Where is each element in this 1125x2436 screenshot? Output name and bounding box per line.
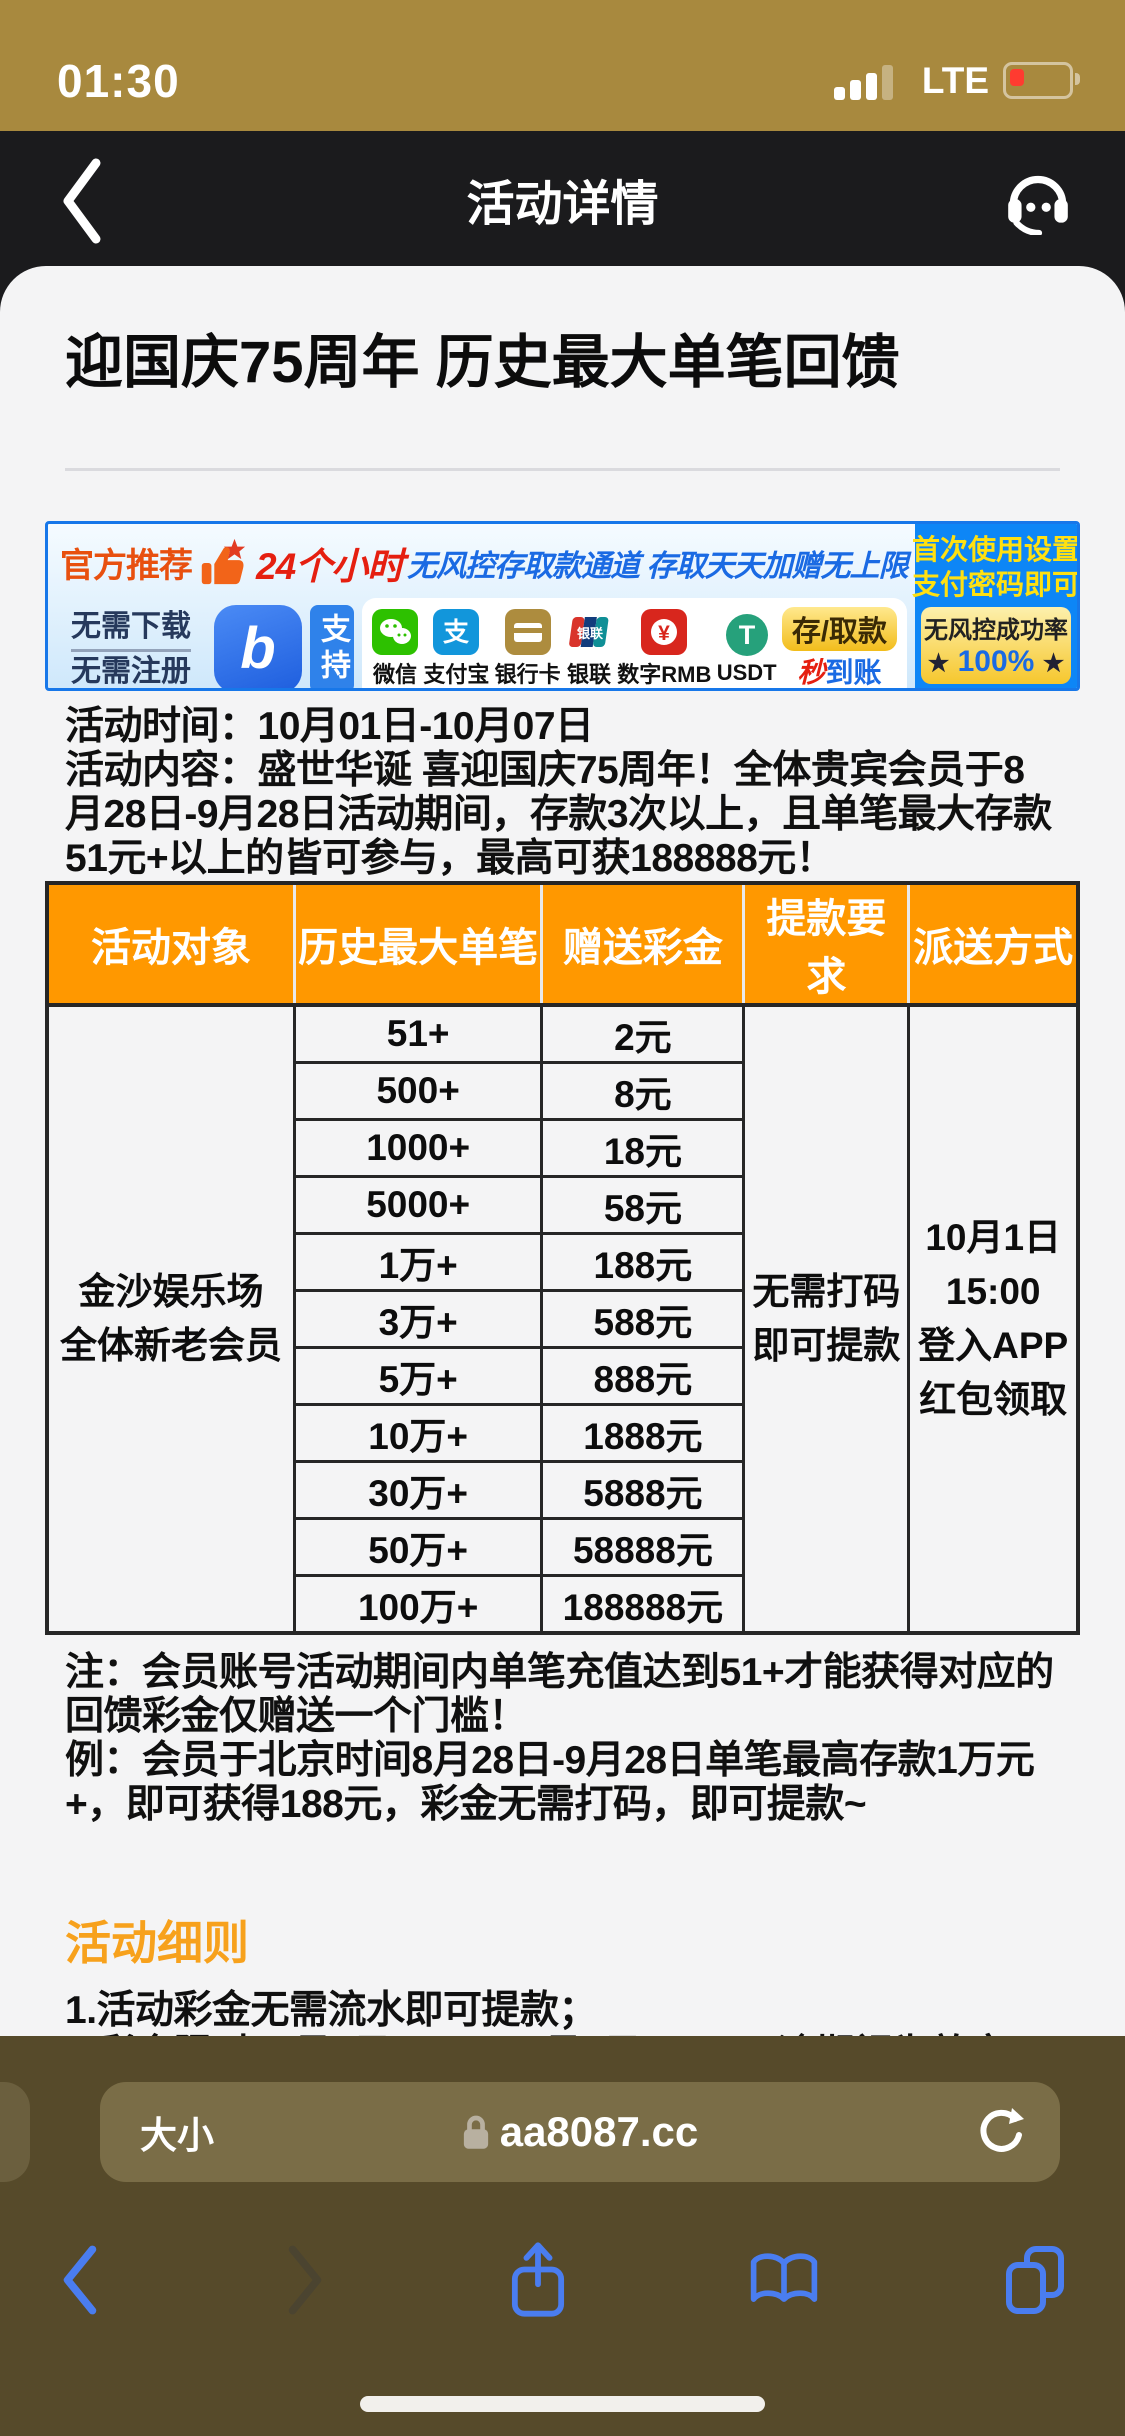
page-title: 活动详情 (466, 177, 659, 231)
alipay-icon: 支 (433, 608, 480, 655)
notes: 注：会员账号活动期间内单笔充值达到51+才能获得对应的回馈彩金仅赠送一个门槛！ … (65, 1651, 1060, 1827)
safari-toolbar: 大小 aa8087.cc (0, 2036, 1125, 2436)
svg-text:支: 支 (443, 617, 469, 647)
activity-time: 活动时间：10月01日-10月07日 (65, 704, 594, 748)
payment-methods: 微信 支 支付宝 (362, 597, 907, 688)
status-bar: 01:30 LTE (0, 0, 1125, 131)
usdt-icon: T (725, 613, 768, 656)
navigation-toolbar (0, 2226, 1125, 2336)
chevron-left-icon (63, 2245, 97, 2314)
reload-button[interactable] (976, 2106, 1026, 2163)
audience-cell: 金沙娱乐场 全体新老会员 (45, 1003, 296, 1635)
activity-desc: 活动内容：盛世华诞 喜迎国庆75周年！全体贵宾会员于8月28日-9月28日活动期… (65, 748, 1052, 880)
rules-list: 1.活动彩金无需流水即可提款； 2.彩金限时10月1日15:00-10月7日23… (65, 1989, 1060, 2036)
hours-label: 24个小时 (256, 545, 404, 587)
support-tag: 支持 (310, 604, 354, 688)
book-icon (751, 2252, 818, 2302)
app-logo: b (214, 604, 302, 688)
divider (65, 467, 1060, 471)
bonus-table: 活动对象 历史最大单笔 赠送彩金 提款要求 派送方式 金沙娱乐场 全体新老会员 5… (45, 880, 1080, 1635)
bonus-cell: 2元 (540, 1003, 746, 1064)
svg-text:银联: 银联 (577, 626, 603, 641)
payment-digital-rmb: ¥ 数字RMB (617, 608, 711, 688)
bookmarks-button[interactable] (748, 2249, 820, 2314)
col-header-bonus: 赠送彩金 (540, 882, 746, 1007)
success-rate-badge: 无风控成功率 ★ 100% ★ (921, 606, 1071, 684)
deposit-cell: 51+ (292, 1003, 544, 1064)
rule-item: 1.活动彩金无需流水即可提款； (65, 1988, 598, 2032)
unionpay-icon: 银联 (569, 616, 609, 647)
chevron-left-icon (63, 158, 101, 244)
rules-title: 活动细则 (65, 1916, 249, 1969)
banner-right-panel: 首次使用设置 支付密码即可 无风控成功率 ★ 100% ★ (912, 523, 1077, 688)
col-header-delivery: 派送方式 (907, 882, 1078, 1007)
customer-service-button[interactable] (1001, 161, 1075, 238)
promo-title: 迎国庆75周年 历史最大单笔回馈 (65, 330, 900, 395)
table-row: 5万+ 888元 (47, 1345, 1078, 1406)
tabs-button[interactable] (1001, 2243, 1067, 2320)
banner-headline: 无风控存取款通道 存取天天加赠无上限 (407, 549, 908, 583)
note-text: 注：会员账号活动期间内单笔充值达到51+才能获得对应的回馈彩金仅赠送一个门槛！ (65, 1650, 1054, 1738)
nav-bar: 活动详情 (0, 131, 1125, 266)
network-label: LTE (921, 59, 989, 101)
signal-strength-icon (833, 64, 893, 100)
browser-forward-button[interactable] (283, 2240, 327, 2323)
table-row: 1万+ 188元 (47, 1231, 1078, 1292)
url-bar[interactable]: 大小 aa8087.cc (100, 2082, 1060, 2182)
col-header-deposit: 历史最大单笔 (292, 882, 544, 1007)
svg-text:T: T (738, 620, 755, 650)
deposit-withdraw-badge: 存/取款 秒到账 (781, 606, 897, 688)
tabs-icon (1006, 2245, 1064, 2314)
col-header-withdraw: 提款要求 (742, 882, 911, 1007)
col-header-audience: 活动对象 (47, 882, 296, 1007)
payment-wechat: 微信 (372, 608, 418, 688)
reload-icon (980, 2108, 1024, 2152)
status-time: 01:30 (57, 54, 180, 107)
battery-level-low (1010, 69, 1024, 86)
promo-banner[interactable]: 官方推荐 24个小时 无风控存取款通道 存取天天加赠无上限 无需下载 无需注册 … (45, 520, 1080, 691)
table-row: 10万+ 1888元 (47, 1402, 1078, 1463)
digital-rmb-icon: ¥ (641, 608, 688, 655)
previous-tab-peek[interactable] (0, 2082, 30, 2182)
svg-text:¥: ¥ (658, 622, 670, 645)
table-row: 5000+ 58元 (47, 1174, 1078, 1235)
payment-bankcard: 银行卡 (495, 608, 561, 688)
no-download-label: 无需下载 (71, 607, 191, 652)
wechat-icon (372, 608, 418, 655)
content-card: 迎国庆75周年 历史最大单笔回馈 官方推荐 24个小时 无风控存取款通道 存取天… (0, 266, 1125, 2036)
table-row: 30万+ 5888元 (47, 1459, 1078, 1520)
payment-unionpay: 银联 银联 (566, 609, 612, 688)
table-row: 500+ 8元 (47, 1060, 1078, 1121)
url-text: aa8087.cc (499, 2108, 699, 2155)
table-row: 金沙娱乐场 全体新老会员 51+ 2元 无需打码 即可提款 10月1日 15:00 登… (45, 1003, 1080, 1635)
lock-icon (463, 2115, 488, 2149)
battery-icon (1003, 62, 1080, 99)
withdraw-cell: 无需打码 即可提款 (742, 1003, 911, 1635)
status-indicators: LTE (833, 59, 1080, 102)
thumbs-up-icon (201, 538, 246, 584)
rule-item: 2.彩金限时10月1日15:00-10月7日23:59，逾期视为放弃； (65, 2033, 1060, 2036)
payment-alipay: 支 支付宝 (423, 608, 489, 688)
back-button[interactable] (58, 153, 106, 252)
payment-usdt: T USDT (717, 612, 777, 686)
headset-icon (1008, 175, 1068, 237)
browser-back-button[interactable] (58, 2240, 102, 2323)
example-text: 例：会员于北京时间8月28日-9月28日单笔最高存款1万元+，即可获得188元，… (65, 1738, 1035, 1826)
share-icon (511, 2241, 564, 2317)
official-recommend-label: 官方推荐 (60, 547, 193, 586)
chevron-right-icon (288, 2245, 322, 2314)
no-register-label: 无需注册 (71, 654, 191, 688)
table-row: 1000+ 18元 (47, 1117, 1078, 1178)
table-row: 3万+ 588元 (47, 1288, 1078, 1349)
home-indicator[interactable] (360, 2396, 765, 2412)
text-size-button[interactable]: 大小 (140, 2082, 214, 2182)
delivery-cell: 10月1日 15:00 登入APP 红包领取 (907, 1003, 1080, 1635)
bank-card-icon (504, 608, 551, 655)
table-row: 100万+ 188888元 (47, 1573, 1078, 1635)
activity-info: 活动时间：10月01日-10月07日 活动内容：盛世华诞 喜迎国庆75周年！全体… (65, 705, 1060, 881)
share-button[interactable] (508, 2240, 568, 2323)
table-row: 50万+ 58888元 (47, 1516, 1078, 1577)
